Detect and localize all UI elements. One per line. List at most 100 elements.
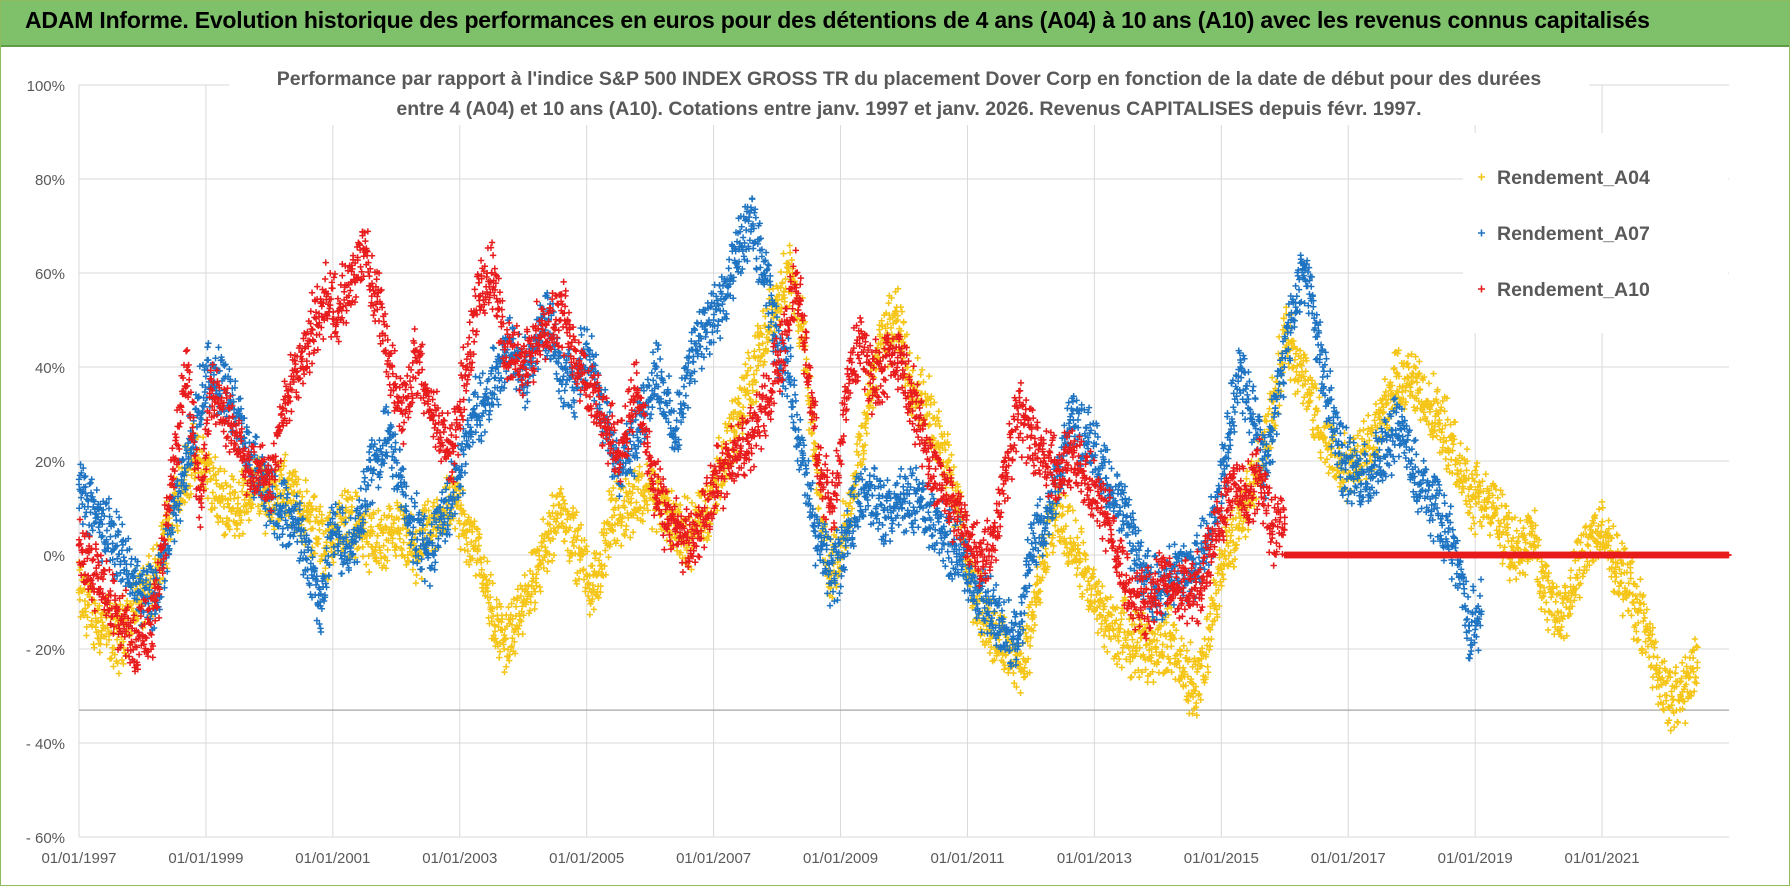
point-rendement-a04 <box>1543 562 1550 569</box>
point-rendement-a04 <box>1317 454 1325 462</box>
point-rendement-a04 <box>1599 518 1606 525</box>
point-rendement-a04 <box>102 632 110 640</box>
point-rendement-a07 <box>89 527 96 534</box>
point-rendement-a04 <box>225 517 233 524</box>
point-rendement-a04 <box>384 546 391 554</box>
point-rendement-a04 <box>220 503 228 511</box>
point-rendement-a04 <box>311 492 318 500</box>
point-rendement-a04 <box>223 482 230 489</box>
point-rendement-a04 <box>316 526 323 534</box>
point-rendement-a04 <box>1242 533 1249 541</box>
point-rendement-a04 <box>233 525 241 533</box>
point-rendement-a07 <box>127 561 135 568</box>
point-rendement-a04 <box>82 608 90 615</box>
point-rendement-a04 <box>187 490 195 498</box>
point-rendement-a04 <box>282 451 289 458</box>
point-rendement-a07 <box>103 527 111 534</box>
point-rendement-a04 <box>1640 600 1647 608</box>
point-rendement-a04 <box>1637 600 1644 607</box>
point-rendement-a04 <box>589 562 596 569</box>
point-rendement-a07 <box>115 514 123 521</box>
point-rendement-a04 <box>84 614 91 621</box>
point-rendement-a04 <box>1614 532 1621 539</box>
point-rendement-a04 <box>1649 673 1657 681</box>
point-rendement-a04 <box>1499 560 1506 567</box>
point-rendement-a04 <box>111 651 119 658</box>
point-rendement-a07 <box>279 541 286 549</box>
point-rendement-a04 <box>1044 551 1051 559</box>
point-rendement-a07 <box>93 486 100 494</box>
point-rendement-a04 <box>1544 616 1551 624</box>
point-rendement-a04 <box>539 516 547 523</box>
point-rendement-a04 <box>1301 351 1308 358</box>
point-rendement-a07 <box>76 505 83 512</box>
point-rendement-a04 <box>557 485 565 493</box>
point-rendement-a04 <box>123 597 131 605</box>
point-rendement-a04 <box>496 654 503 661</box>
point-rendement-a04 <box>191 475 199 482</box>
point-rendement-a04 <box>521 571 528 579</box>
point-rendement-a04 <box>1076 583 1084 590</box>
point-rendement-a04 <box>472 572 479 579</box>
point-rendement-a04 <box>213 480 220 488</box>
point-rendement-a04 <box>221 468 228 475</box>
point-rendement-a04 <box>208 459 215 466</box>
point-rendement-a04 <box>80 612 88 619</box>
point-rendement-a04 <box>1691 635 1699 643</box>
point-rendement-a04 <box>1100 632 1108 639</box>
point-rendement-a04 <box>216 499 224 507</box>
point-rendement-a04 <box>1017 689 1024 697</box>
point-rendement-a04 <box>212 453 219 461</box>
point-rendement-a04 <box>262 530 269 537</box>
point-rendement-a04 <box>1290 363 1297 371</box>
point-rendement-a07 <box>119 521 126 528</box>
point-rendement-a04 <box>1671 723 1678 731</box>
point-rendement-a04 <box>1365 412 1372 419</box>
report-banner: ADAM Informe. Evolution historique des p… <box>1 1 1789 47</box>
point-rendement-a04 <box>409 566 417 573</box>
point-rendement-a04 <box>1645 654 1653 661</box>
point-rendement-a04 <box>1517 517 1524 524</box>
point-rendement-a04 <box>1074 564 1081 572</box>
point-rendement-a04 <box>97 635 104 642</box>
point-rendement-a04 <box>114 618 121 625</box>
point-rendement-a04 <box>914 354 921 362</box>
point-rendement-a04 <box>1471 531 1479 538</box>
point-rendement-a04 <box>1180 642 1187 650</box>
point-rendement-a04 <box>219 518 226 525</box>
point-rendement-a04 <box>1430 370 1437 377</box>
point-rendement-a04 <box>366 568 373 576</box>
point-rendement-a04 <box>1069 507 1077 514</box>
point-rendement-a04 <box>550 502 557 509</box>
point-rendement-a04 <box>1620 546 1628 553</box>
point-rendement-a04 <box>1554 608 1561 615</box>
point-rendement-a04 <box>1128 673 1135 681</box>
point-rendement-a04 <box>1381 376 1389 383</box>
point-rendement-a04 <box>1235 535 1243 542</box>
point-rendement-a04 <box>786 249 794 256</box>
point-rendement-a04 <box>909 367 916 374</box>
point-rendement-a04 <box>505 603 512 611</box>
point-rendement-a04 <box>1410 404 1418 411</box>
point-rendement-a04 <box>1619 612 1626 619</box>
point-rendement-a04 <box>935 408 942 415</box>
point-rendement-a04 <box>303 488 311 495</box>
point-rendement-a04 <box>1660 706 1668 714</box>
point-rendement-a04 <box>1178 635 1185 642</box>
point-rendement-a04 <box>744 349 752 356</box>
point-rendement-a04 <box>1118 616 1125 623</box>
point-rendement-a04 <box>500 636 508 643</box>
point-rendement-a04 <box>128 605 135 612</box>
point-rendement-a04 <box>1544 626 1552 634</box>
point-rendement-a04 <box>950 463 958 471</box>
point-rendement-a04 <box>1275 333 1283 341</box>
point-rendement-a04 <box>1299 400 1307 407</box>
point-rendement-a04 <box>1441 408 1448 415</box>
point-rendement-a04 <box>1605 517 1612 524</box>
point-rendement-a04 <box>451 525 459 532</box>
point-rendement-a04 <box>1486 531 1494 539</box>
point-rendement-a04 <box>1650 653 1657 660</box>
point-rendement-a04 <box>400 539 407 546</box>
point-rendement-a04 <box>228 472 236 480</box>
point-rendement-a04 <box>88 617 95 625</box>
